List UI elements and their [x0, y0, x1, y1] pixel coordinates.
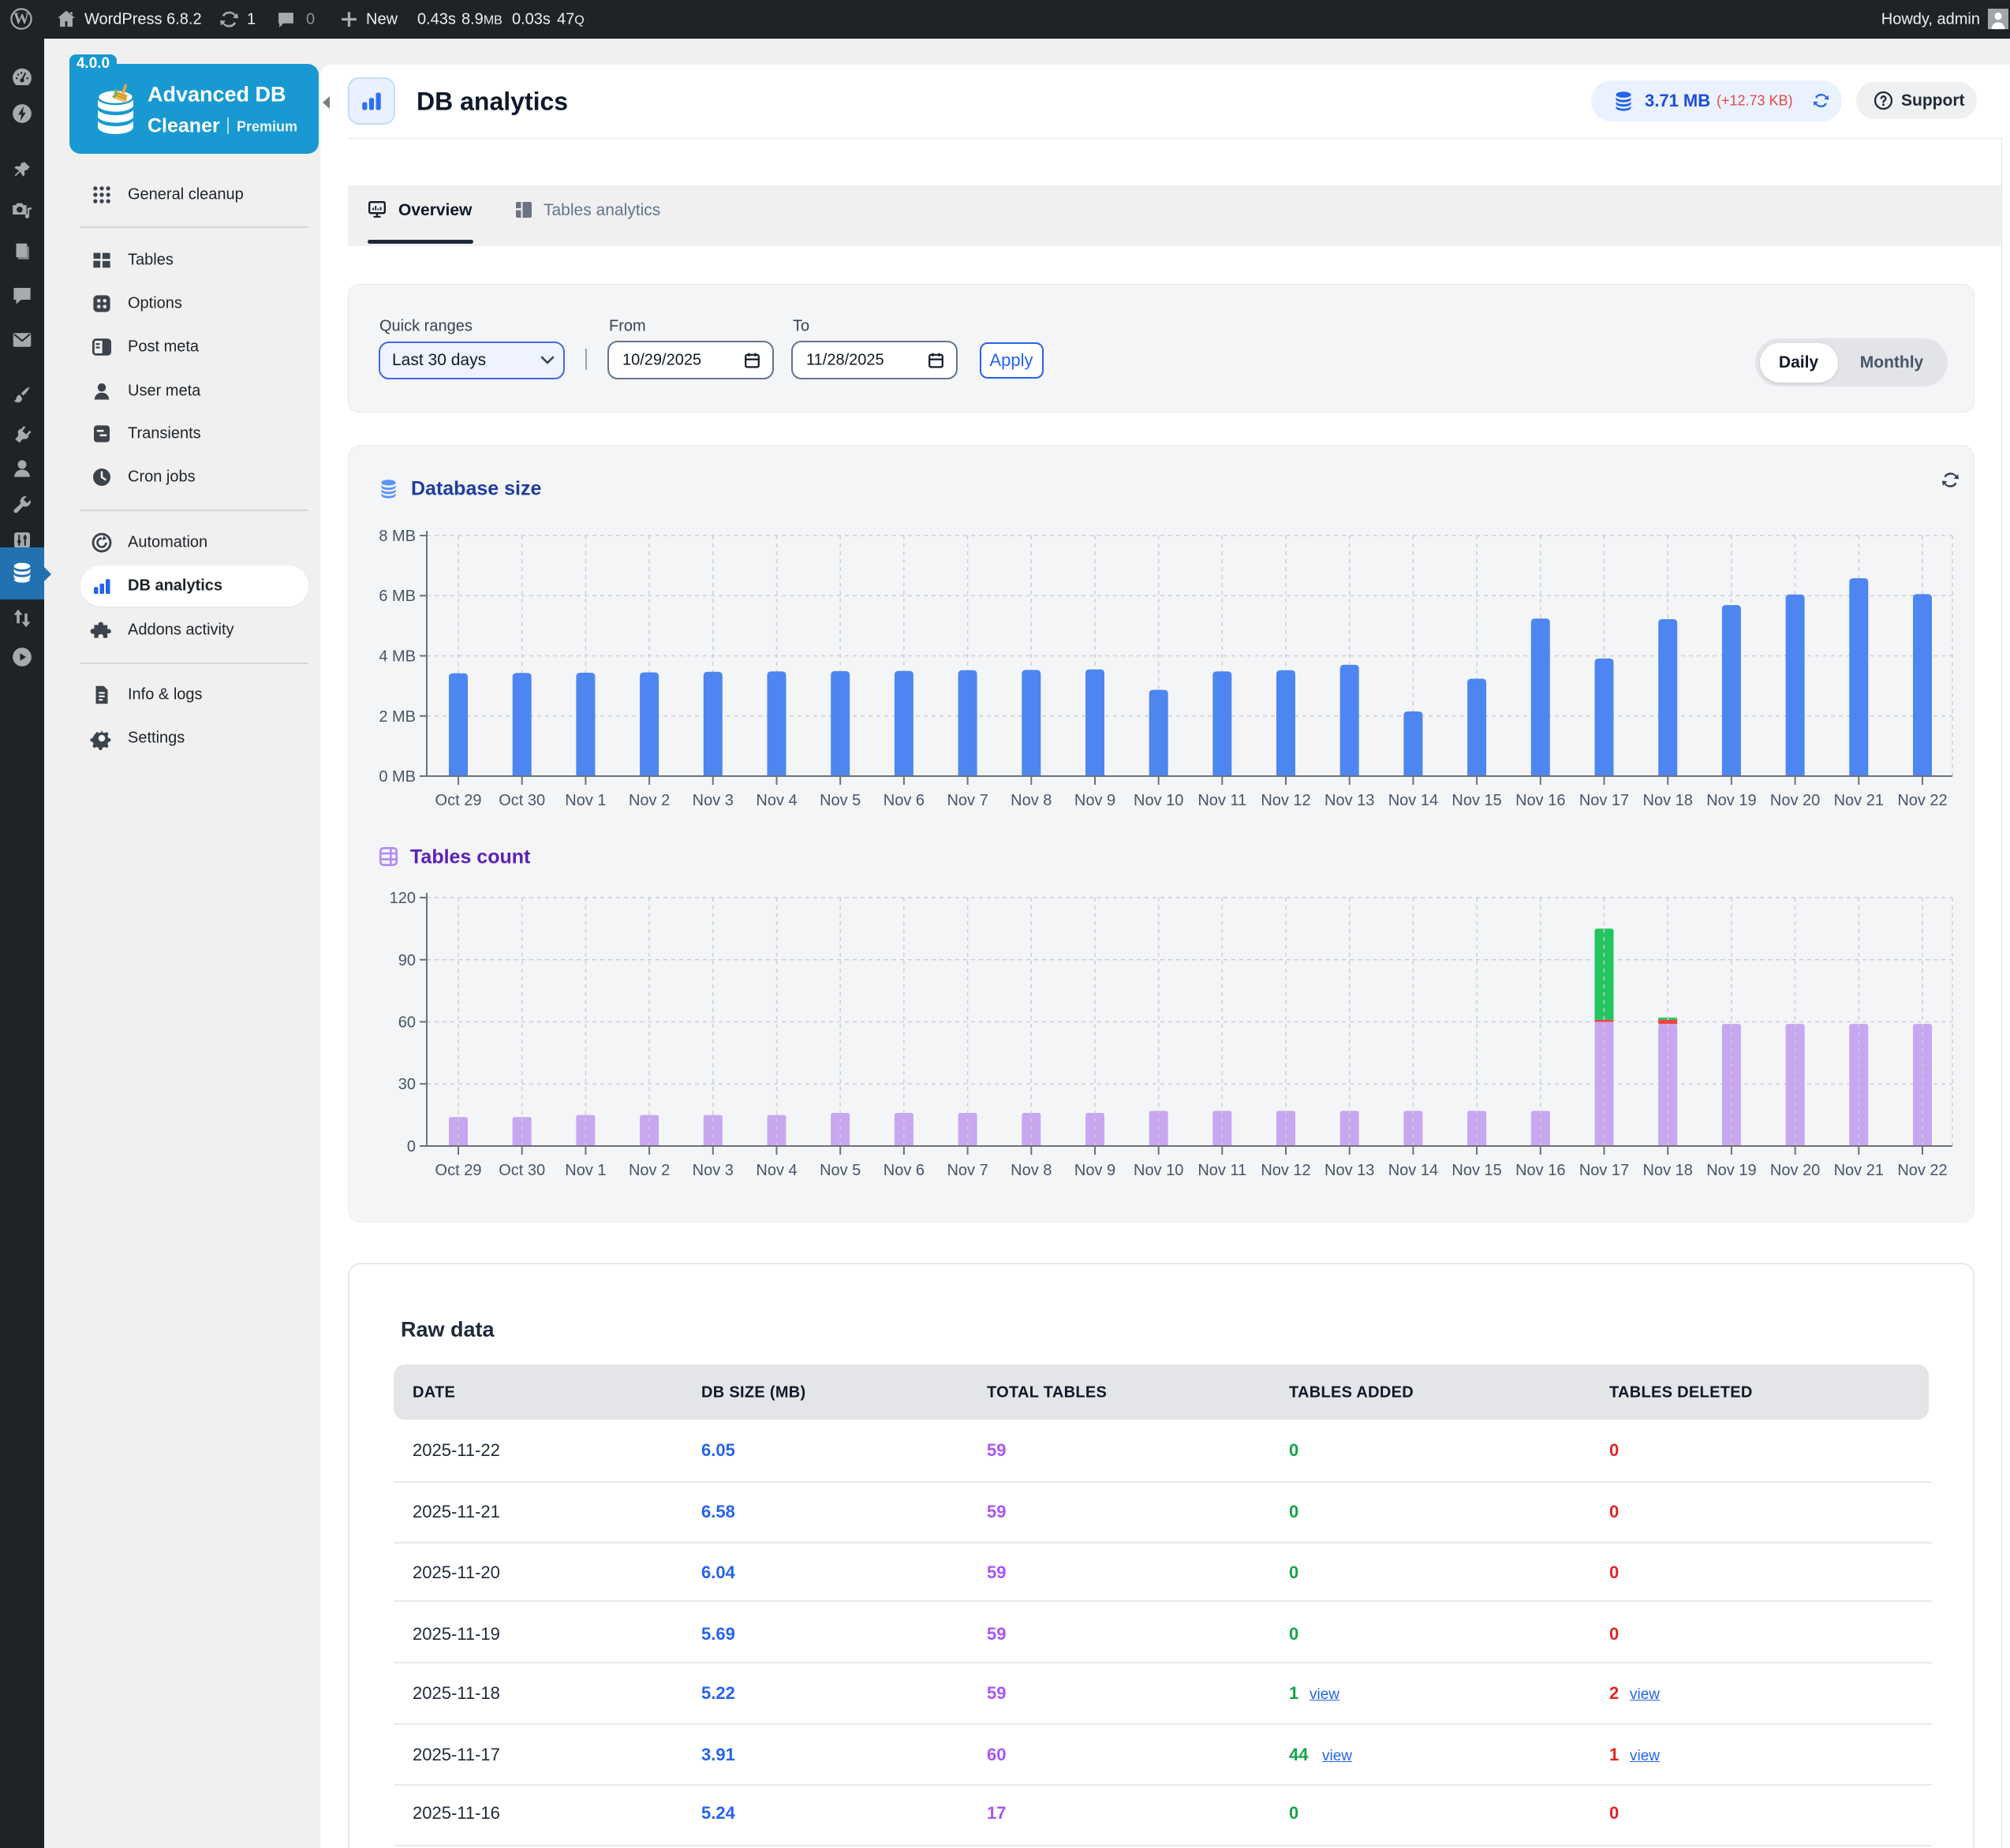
svg-text:Nov 8: Nov 8	[1011, 1162, 1052, 1179]
svg-text:Nov 14: Nov 14	[1388, 792, 1438, 809]
svg-text:120: 120	[390, 890, 416, 907]
svg-text:Nov 3: Nov 3	[693, 1162, 734, 1179]
svg-text:30: 30	[398, 1076, 416, 1093]
svg-text:Nov 2: Nov 2	[629, 1162, 670, 1179]
svg-text:Nov 20: Nov 20	[1770, 792, 1820, 809]
svg-text:W: W	[13, 9, 29, 27]
svg-text:4 MB: 4 MB	[379, 648, 416, 666]
svg-text:8 MB: 8 MB	[379, 528, 416, 545]
svg-text:Nov 12: Nov 12	[1261, 1162, 1310, 1179]
svg-text:Nov 16: Nov 16	[1515, 792, 1565, 809]
svg-text:Nov 9: Nov 9	[1074, 792, 1115, 809]
svg-text:Nov 22: Nov 22	[1897, 1162, 1947, 1179]
svg-text:6 MB: 6 MB	[379, 588, 416, 605]
svg-text:0 MB: 0 MB	[379, 768, 416, 786]
svg-text:Nov 2: Nov 2	[629, 792, 670, 809]
svg-text:Nov 15: Nov 15	[1451, 792, 1501, 809]
svg-text:Nov 14: Nov 14	[1388, 1162, 1438, 1179]
svg-text:Oct 30: Oct 30	[499, 1162, 545, 1179]
svg-text:Oct 30: Oct 30	[499, 792, 545, 809]
svg-text:Nov 5: Nov 5	[820, 792, 861, 809]
svg-text:Nov 3: Nov 3	[693, 792, 734, 809]
svg-text:Oct 29: Oct 29	[435, 792, 482, 809]
svg-text:Nov 4: Nov 4	[756, 1162, 797, 1179]
svg-text:Nov 1: Nov 1	[565, 1162, 606, 1179]
svg-text:Nov 6: Nov 6	[884, 792, 925, 809]
svg-text:Nov 6: Nov 6	[884, 1162, 925, 1179]
svg-text:Nov 7: Nov 7	[947, 792, 988, 809]
svg-text:Nov 5: Nov 5	[820, 1162, 861, 1179]
svg-text:Nov 8: Nov 8	[1011, 792, 1052, 809]
svg-text:Nov 9: Nov 9	[1074, 1162, 1115, 1179]
svg-text:0: 0	[407, 1138, 416, 1155]
svg-text:Nov 20: Nov 20	[1770, 1162, 1820, 1179]
svg-text:Nov 22: Nov 22	[1897, 792, 1947, 809]
svg-text:Nov 19: Nov 19	[1706, 792, 1756, 809]
svg-text:Nov 17: Nov 17	[1579, 792, 1629, 809]
svg-text:60: 60	[398, 1014, 416, 1032]
svg-text:Nov 16: Nov 16	[1515, 1162, 1565, 1179]
svg-text:Nov 4: Nov 4	[756, 792, 797, 809]
svg-text:Nov 19: Nov 19	[1706, 1162, 1756, 1179]
svg-text:Nov 15: Nov 15	[1451, 1162, 1501, 1179]
svg-text:Oct 29: Oct 29	[435, 1162, 482, 1179]
svg-text:Nov 13: Nov 13	[1324, 1162, 1374, 1179]
svg-text:Nov 21: Nov 21	[1834, 1162, 1884, 1179]
svg-text:2 MB: 2 MB	[379, 708, 416, 726]
svg-text:90: 90	[398, 952, 416, 969]
svg-text:Nov 21: Nov 21	[1834, 792, 1884, 809]
svg-text:Nov 11: Nov 11	[1197, 1162, 1246, 1179]
svg-text:Nov 1: Nov 1	[565, 792, 606, 809]
svg-text:Nov 10: Nov 10	[1134, 792, 1183, 809]
svg-text:Nov 11: Nov 11	[1197, 792, 1246, 809]
svg-text:Nov 7: Nov 7	[947, 1162, 988, 1179]
svg-text:Nov 18: Nov 18	[1643, 792, 1693, 809]
svg-text:Nov 17: Nov 17	[1579, 1162, 1629, 1179]
svg-text:Nov 13: Nov 13	[1324, 792, 1374, 809]
svg-text:Nov 12: Nov 12	[1261, 792, 1310, 809]
svg-text:Nov 18: Nov 18	[1643, 1162, 1693, 1179]
svg-text:Nov 10: Nov 10	[1134, 1162, 1183, 1179]
